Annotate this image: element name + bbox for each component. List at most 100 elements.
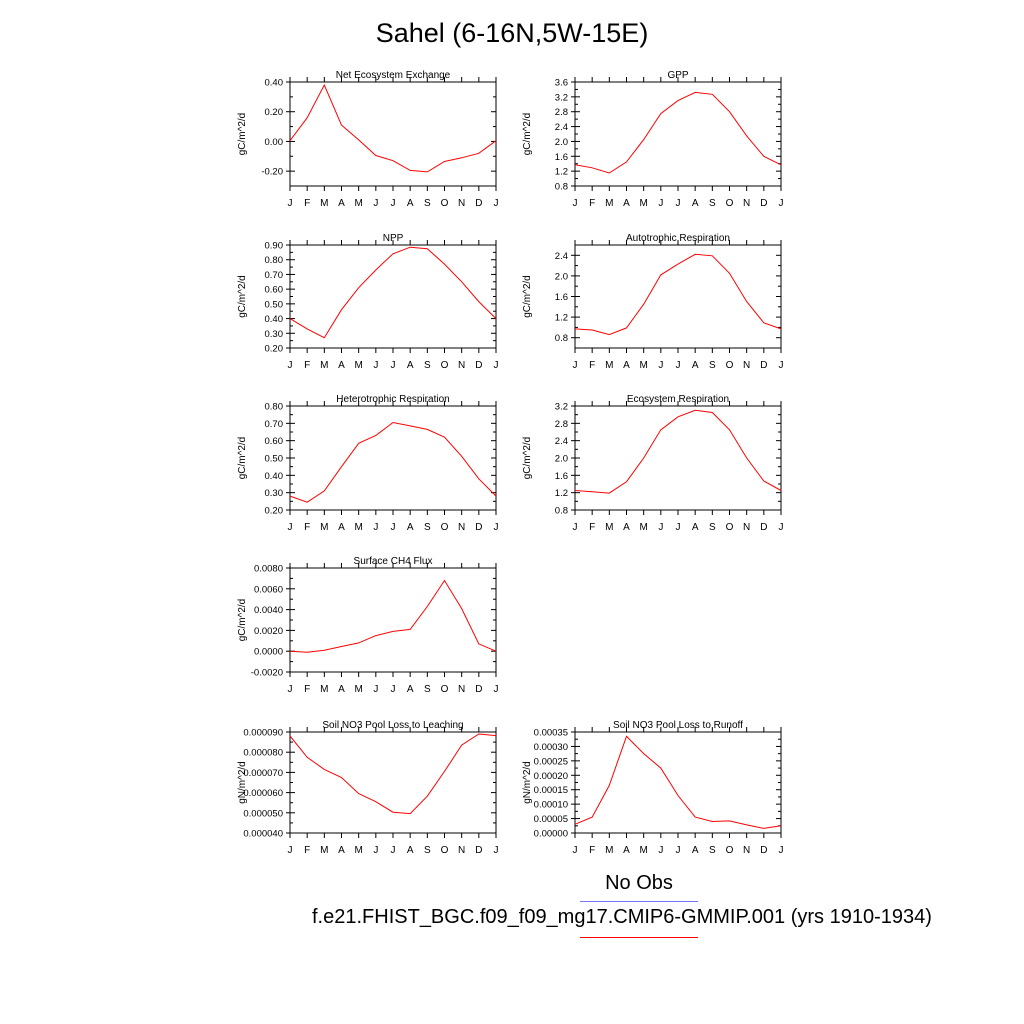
y-tick-label: 0.20 (265, 107, 284, 118)
y-tick-label: 0.0060 (254, 584, 283, 595)
x-tick-label: S (709, 198, 716, 209)
y-tick-label: 3.2 (555, 402, 568, 413)
plot-frame (289, 405, 497, 511)
x-tick-label: D (475, 198, 482, 209)
x-tick-label: J (779, 198, 784, 209)
y-tick-label: 0.00035 (534, 728, 568, 739)
plot-frame (289, 731, 497, 834)
x-tick-label: A (407, 522, 414, 533)
y-tick-label: 0.20 (265, 506, 284, 517)
x-tick-label: A (692, 198, 699, 209)
y-tick-label: 0.70 (265, 270, 284, 281)
x-tick-label: M (354, 198, 362, 209)
y-tick-label: 0.40 (265, 78, 284, 89)
y-tick-label: 0.000070 (243, 768, 283, 779)
x-tick-label: M (639, 845, 647, 856)
x-tick-label: A (338, 522, 345, 533)
x-tick-label: S (709, 360, 716, 371)
y-tick-label: 0.0040 (254, 605, 283, 616)
y-tick-label: 0.50 (265, 299, 284, 310)
x-tick-label: A (407, 684, 414, 695)
series-line (289, 83, 497, 173)
y-tick-label: 0.00 (265, 137, 284, 148)
x-tick-label: N (743, 522, 750, 533)
y-tick-label: 2.4 (555, 251, 568, 262)
x-tick-label: D (760, 845, 767, 856)
x-tick-label: O (726, 522, 734, 533)
legend-obs-line (580, 901, 698, 902)
plot-frame (574, 81, 782, 187)
x-tick-label: M (320, 684, 328, 695)
x-tick-label: N (743, 360, 750, 371)
y-tick-label: 2.4 (555, 436, 568, 447)
x-tick-label: S (709, 522, 716, 533)
x-tick-label: D (475, 845, 482, 856)
y-tick-label: 0.30 (265, 488, 284, 499)
x-tick-label: M (320, 198, 328, 209)
x-tick-label: J (373, 198, 378, 209)
y-tick-label: 0.8 (555, 182, 568, 193)
x-tick-label: M (320, 522, 328, 533)
y-tick-label: 0.80 (265, 255, 284, 266)
panel-title: Ecosystem Respiration (627, 394, 729, 405)
x-tick-label: F (304, 522, 310, 533)
x-tick-label: M (320, 845, 328, 856)
plot-frame (289, 244, 497, 349)
x-tick-label: S (424, 684, 431, 695)
x-tick-label: O (441, 360, 449, 371)
y-tick-label: 0.60 (265, 436, 284, 447)
panel-title: Soil NO3 Pool Loss to Runoff (613, 720, 743, 731)
x-tick-label: O (441, 845, 449, 856)
x-tick-label: F (304, 684, 310, 695)
x-tick-label: A (338, 684, 345, 695)
x-tick-label: J (373, 845, 378, 856)
x-tick-label: J (494, 522, 499, 533)
y-tick-label: 2.8 (555, 419, 568, 430)
x-tick-label: D (760, 198, 767, 209)
y-tick-label: 0.000040 (243, 829, 283, 840)
x-tick-label: A (338, 198, 345, 209)
x-tick-label: M (605, 360, 613, 371)
x-tick-label: J (373, 684, 378, 695)
y-tick-label: 0.000080 (243, 748, 283, 759)
x-tick-label: O (726, 845, 734, 856)
x-tick-label: J (288, 198, 293, 209)
x-tick-label: J (373, 522, 378, 533)
y-tick-label: 0.0020 (254, 626, 283, 637)
x-tick-label: D (760, 522, 767, 533)
y-tick-label: 0.000050 (243, 808, 283, 819)
x-tick-label: S (424, 198, 431, 209)
y-tick-label: 0.00020 (534, 771, 568, 782)
y-axis-label: gN/m^2/d (237, 761, 248, 804)
x-tick-label: F (589, 522, 595, 533)
panel-title: Surface CH4 Flux (354, 556, 433, 567)
x-tick-label: A (623, 845, 630, 856)
x-tick-label: J (288, 684, 293, 695)
y-tick-label: 0.20 (265, 344, 284, 355)
y-axis-label: gC/m^2/d (522, 275, 533, 318)
y-tick-label: 0.90 (265, 241, 284, 252)
x-tick-label: M (605, 845, 613, 856)
y-axis-label: gC/m^2/d (237, 437, 248, 480)
y-tick-label: 3.6 (555, 78, 568, 89)
y-tick-label: 1.2 (555, 313, 568, 324)
x-tick-label: M (639, 198, 647, 209)
x-tick-label: J (494, 845, 499, 856)
x-tick-label: J (573, 360, 578, 371)
x-tick-label: D (760, 360, 767, 371)
plot-frame (574, 731, 782, 834)
x-tick-label: J (391, 198, 396, 209)
y-tick-label: 0.60 (265, 285, 284, 296)
x-tick-label: N (743, 198, 750, 209)
x-tick-label: N (458, 360, 465, 371)
x-tick-label: M (354, 845, 362, 856)
y-axis-label: gN/m^2/d (522, 761, 533, 804)
plot-frame (574, 244, 782, 349)
y-tick-label: 2.0 (555, 137, 568, 148)
y-tick-label: 2.0 (555, 454, 568, 465)
y-tick-label: 2.0 (555, 271, 568, 282)
y-tick-label: 0.40 (265, 471, 284, 482)
x-tick-label: J (573, 845, 578, 856)
x-tick-label: O (441, 684, 449, 695)
x-tick-label: A (407, 198, 414, 209)
